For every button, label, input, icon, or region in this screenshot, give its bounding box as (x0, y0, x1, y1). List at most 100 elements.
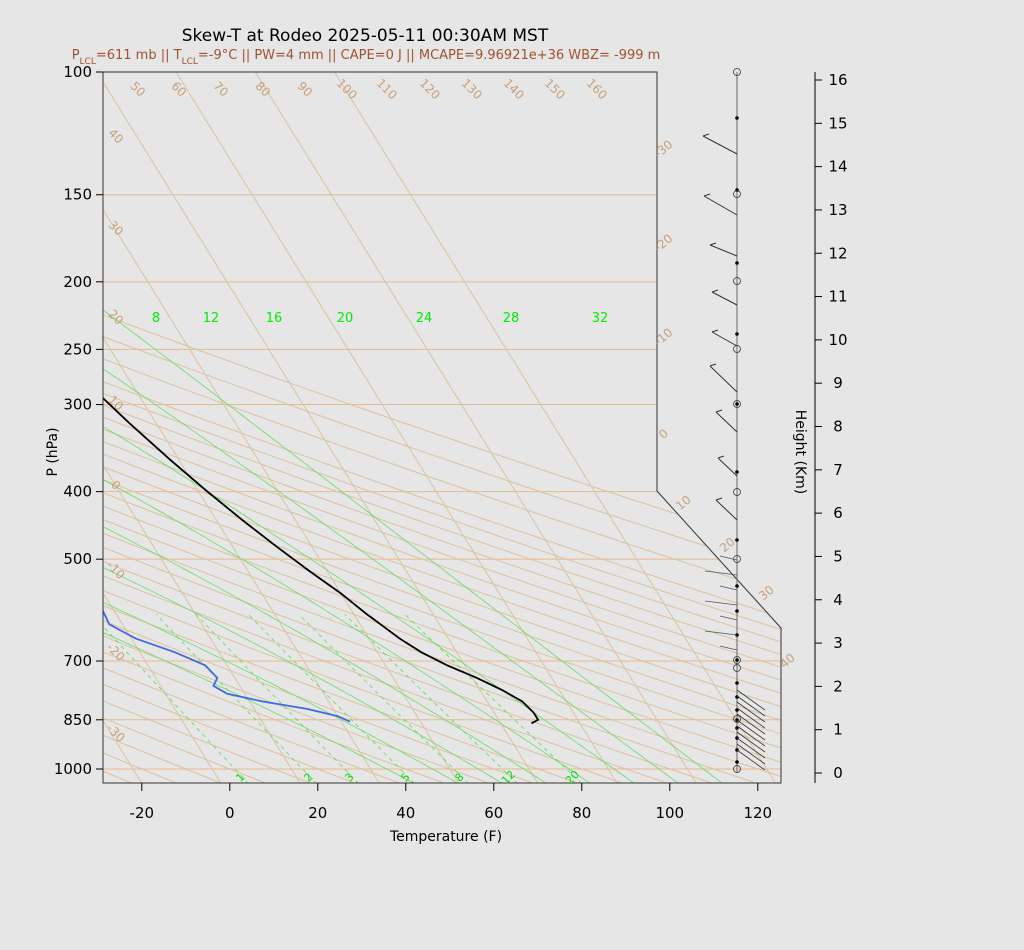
dry-adiabat-line (103, 72, 759, 783)
height-tick-label: 9 (833, 374, 843, 392)
chart-title: Skew-T at Rodeo 2025-05-11 00:30AM MST (182, 26, 549, 46)
isotherm-line (103, 72, 381, 783)
temperature-tick-label: -20 (130, 804, 155, 822)
wind-barb-flag (702, 133, 710, 137)
chart-subtitle: PLCL=611 mb || TLCL=-9°C || PW=4 mm || C… (72, 48, 661, 67)
moist-adiabat-line (103, 281, 504, 783)
dewpoint-profile-line (103, 72, 351, 723)
wind-barb (736, 707, 766, 729)
mixing-ratio-label-top: 8 (152, 311, 160, 326)
wind-barb (736, 731, 766, 753)
mixing-ratio-line (103, 614, 249, 783)
height-tick-label: 14 (828, 158, 847, 176)
height-tick-label: 3 (833, 634, 843, 652)
moist-adiabat-line (103, 281, 460, 783)
dry-adiabat-line (103, 72, 580, 783)
wind-level-dot (735, 695, 739, 699)
wind-barb (719, 615, 738, 621)
wind-level-dot (735, 261, 739, 265)
wind-barb (736, 689, 766, 711)
moist-adiabat-line (103, 281, 724, 783)
wind-level-dot (735, 609, 739, 613)
wind-barb (719, 645, 738, 651)
wind-barb (702, 135, 738, 155)
height-tick-label: 15 (828, 114, 847, 132)
wind-barb (715, 499, 738, 521)
dry-adiabat-line (103, 72, 781, 783)
wind-calm-ring (733, 277, 741, 285)
mixing-ratio-label-top: 24 (416, 311, 433, 326)
isotherm-line (155, 72, 618, 783)
moist-adiabat-line (103, 281, 636, 783)
height-tick-label: 8 (833, 418, 843, 436)
isotherm-label-right: 30 (756, 583, 777, 604)
wind-barb (703, 195, 738, 216)
plot-frame (102, 71, 782, 784)
wind-barb (709, 244, 738, 257)
wind-barb-flag (715, 497, 723, 501)
temperature-tick-label: 60 (484, 804, 503, 822)
temperature-tick-label: 80 (572, 804, 591, 822)
isotherm-label-right: 0 (656, 426, 671, 442)
mixing-ratio-line (195, 614, 360, 783)
mixing-ratio-label-top: 16 (266, 311, 283, 326)
wind-calm-ring (733, 664, 741, 672)
temperature-tick-label: 0 (225, 804, 235, 822)
isotherm-label-right: 20 (717, 535, 738, 556)
height-tick-label: 13 (828, 201, 847, 219)
wind-level-dot (735, 681, 739, 685)
dry-adiabat-line (103, 72, 781, 783)
temperature-tick-label: 100 (655, 804, 684, 822)
wind-barb (736, 695, 766, 717)
isotherm-line (103, 72, 222, 783)
pressure-tick-label: 150 (63, 186, 92, 204)
wind-barb-flag (711, 289, 719, 293)
isotherm-line (0, 40, 63, 784)
dry-adiabat-line (103, 72, 781, 783)
wind-calm-ring (733, 715, 741, 723)
wind-barb (736, 725, 766, 747)
pressure-tick-label: 850 (63, 711, 92, 729)
wind-barb (704, 600, 738, 606)
x-axis-label: Temperature (F) (389, 829, 502, 845)
height-tick-label: 4 (833, 591, 843, 609)
wind-calm-ring (733, 190, 741, 198)
wind-calm-ring (733, 765, 741, 773)
height-tick-label: 16 (828, 71, 847, 89)
sounding-profiles (103, 72, 540, 725)
wind-barb (736, 737, 766, 759)
dry-adiabat-line (103, 72, 781, 783)
temperature-tick-label: 20 (308, 804, 327, 822)
pressure-tick-label: 100 (63, 63, 92, 81)
dry-adiabat-line (103, 72, 402, 783)
isotherm-line (103, 72, 460, 783)
mixing-ratio-line (248, 614, 415, 783)
isotherm-label-right: 10 (673, 493, 694, 514)
wind-barb-column (702, 68, 766, 773)
wind-level-dot (735, 760, 739, 764)
plot-area (0, 40, 781, 784)
pressure-tick-label: 500 (63, 550, 92, 568)
dry-adiabat-line (103, 72, 714, 783)
wind-barb (715, 411, 738, 433)
temperature-profile-line (103, 72, 540, 725)
dry-adiabat-line (103, 72, 781, 783)
isobar-lines (103, 72, 781, 770)
wind-barb (709, 365, 738, 393)
wind-barb (717, 457, 738, 477)
dry-adiabat-line (103, 72, 536, 783)
isotherm-line (103, 72, 539, 783)
moist-adiabat-line (103, 281, 416, 783)
temperature-tick-label: 120 (743, 804, 772, 822)
pressure-tick-label: 700 (63, 652, 92, 670)
wind-level-dot (735, 658, 739, 662)
wind-calm-ring (733, 488, 741, 496)
wind-barb-flag (711, 329, 719, 333)
dry-adiabat-line (103, 72, 491, 783)
dry-adiabat-line (103, 72, 781, 783)
wind-barb-flag (709, 242, 717, 246)
wind-level-dot (735, 538, 739, 542)
dry-adiabat-line (103, 72, 781, 783)
